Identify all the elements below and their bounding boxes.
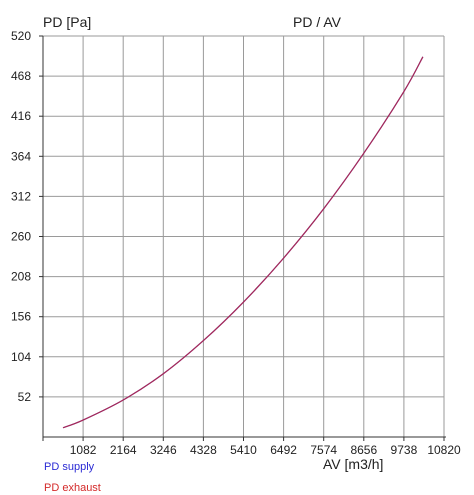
legend-item-exhaust: PD exhaust [44,482,101,494]
series-layer [62,56,424,429]
x-tick-labels: 1082 2164 3246 4328 5410 6492 7574 8656 9738 1082… [70,443,461,457]
x-tick-label: 7574 [310,443,337,457]
x-tick-label: 4328 [190,443,217,457]
x-tick-label: 10820 [427,443,461,457]
y-axis-label: PD [Pa] [43,14,91,30]
x-tick-label: 9738 [391,443,418,457]
x-tick-label: 1082 [70,443,97,457]
chart-title: PD / AV [293,14,342,30]
y-tick-label: 208 [11,270,31,284]
x-tick-label: 6492 [270,443,297,457]
y-tick-labels: 52 104 156 208 260 312 364 416 468 520 [11,29,31,404]
y-tick-label: 156 [11,310,31,324]
grid [39,35,445,441]
x-tick-label: 8656 [350,443,377,457]
y-tick-label: 52 [18,390,32,404]
y-tick-label: 468 [11,69,31,83]
x-tick-label: 5410 [230,443,257,457]
y-tick-label: 312 [11,189,31,203]
legend-item-supply: PD supply [44,461,95,473]
series-line-exhaust [62,56,424,429]
y-tick-label: 364 [11,149,31,163]
y-tick-label: 416 [11,109,31,123]
x-axis-label: AV [m3/h] [323,456,383,472]
y-tick-label: 520 [11,29,31,43]
y-tick-label: 260 [11,230,31,244]
y-tick-label: 104 [11,350,31,364]
x-tick-label: 3246 [150,443,177,457]
x-tick-label: 2164 [110,443,137,457]
